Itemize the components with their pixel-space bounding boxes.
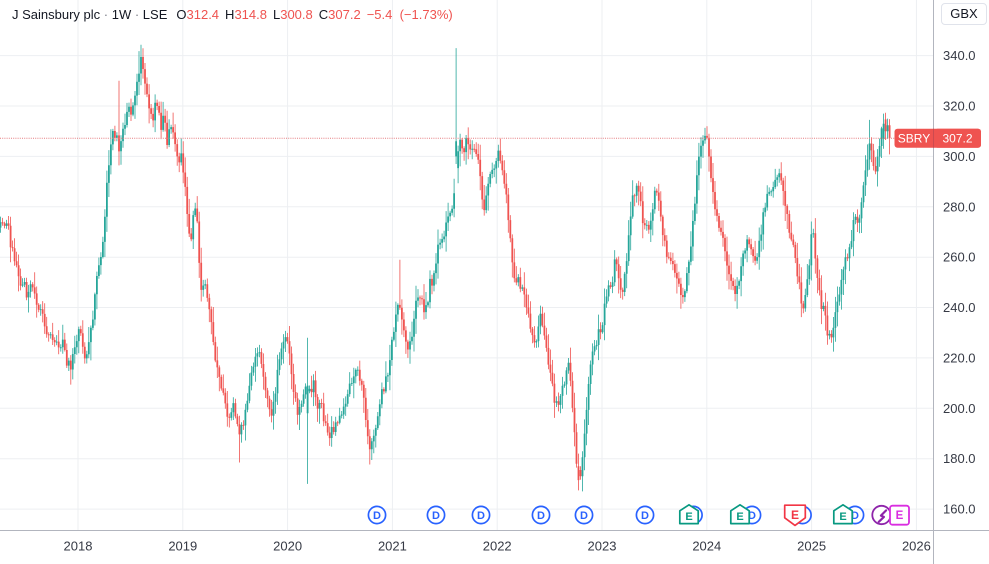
svg-text:E: E bbox=[791, 508, 799, 522]
svg-text:D: D bbox=[748, 510, 756, 522]
svg-text:2023: 2023 bbox=[588, 539, 617, 554]
svg-text:2025: 2025 bbox=[797, 539, 826, 554]
svg-text:2020: 2020 bbox=[273, 539, 302, 554]
svg-text:2021: 2021 bbox=[378, 539, 407, 554]
svg-text:320.0: 320.0 bbox=[943, 99, 976, 114]
svg-text:200.0: 200.0 bbox=[943, 401, 976, 416]
svg-text:300.0: 300.0 bbox=[943, 149, 976, 164]
svg-text:E: E bbox=[685, 511, 692, 523]
svg-text:D: D bbox=[477, 510, 485, 522]
svg-text:D: D bbox=[432, 510, 440, 522]
svg-text:2018: 2018 bbox=[64, 539, 93, 554]
svg-text:2024: 2024 bbox=[692, 539, 721, 554]
svg-text:E: E bbox=[896, 510, 904, 522]
svg-text:2019: 2019 bbox=[168, 539, 197, 554]
svg-text:280.0: 280.0 bbox=[943, 199, 976, 214]
svg-text:SBRY: SBRY bbox=[898, 132, 930, 146]
svg-text:160.0: 160.0 bbox=[943, 502, 976, 517]
svg-text:260.0: 260.0 bbox=[943, 250, 976, 265]
svg-text:D: D bbox=[537, 510, 545, 522]
svg-text:E: E bbox=[736, 511, 743, 523]
svg-text:240.0: 240.0 bbox=[943, 300, 976, 315]
svg-text:D: D bbox=[851, 510, 859, 522]
svg-text:220.0: 220.0 bbox=[943, 350, 976, 365]
svg-text:180.0: 180.0 bbox=[943, 451, 976, 466]
svg-text:D: D bbox=[641, 510, 649, 522]
svg-text:D: D bbox=[373, 510, 381, 522]
svg-text:340.0: 340.0 bbox=[943, 48, 976, 63]
svg-text:E: E bbox=[839, 511, 846, 523]
svg-text:D: D bbox=[580, 510, 588, 522]
svg-text:2022: 2022 bbox=[483, 539, 512, 554]
svg-text:307.2: 307.2 bbox=[942, 132, 972, 146]
svg-text:2026: 2026 bbox=[902, 539, 931, 554]
